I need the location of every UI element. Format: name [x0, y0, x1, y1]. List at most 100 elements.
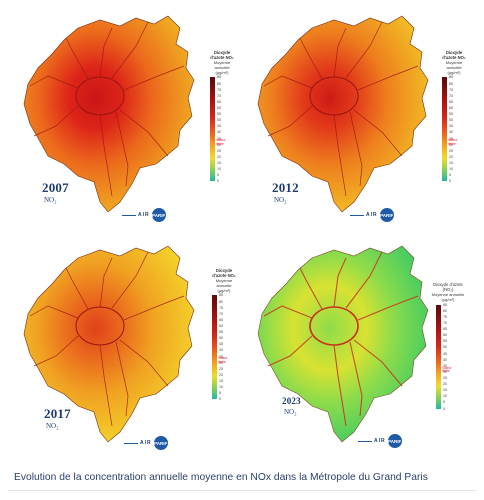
- legend-tick-label: 30: [219, 360, 223, 365]
- road-segment: [353, 109, 403, 157]
- map-2007: [23, 15, 195, 213]
- legend-tick-label: 35: [217, 136, 221, 141]
- legend-tick-label: 15: [219, 379, 223, 384]
- legend-tick-label: 55: [217, 112, 221, 117]
- legend-tick-label: 20: [449, 154, 453, 159]
- divider: [8, 490, 476, 491]
- legend-tick-label: 45: [449, 124, 453, 129]
- legend-tick-label: 20: [217, 154, 221, 159]
- legend-tick-label: 65: [219, 317, 223, 322]
- year-label: 2012: [272, 180, 299, 195]
- road-segment: [115, 341, 129, 417]
- legend-tick-label: 40: [219, 348, 223, 353]
- legend-tick-label: 10: [217, 167, 221, 172]
- map-panel-2012: 2012 NO₂ Dioxyde d'azote NO₂ Moyenne ann…: [242, 6, 476, 231]
- legend-color-bar: [212, 295, 217, 400]
- legend-tick-label: 70: [217, 93, 221, 98]
- legend-tick-label: 55: [449, 112, 453, 117]
- road-segment: [349, 341, 363, 417]
- legend: Dioxyde d'azote (NO₂) Moyenne annuelle (…: [428, 282, 468, 411]
- legend-tick-label: 35: [449, 136, 453, 141]
- map-2012: [257, 15, 429, 213]
- legend-title: Dioxyde d'azote (NO₂): [433, 282, 463, 292]
- limit-label: Valeur limite: [218, 356, 228, 365]
- road-segment: [263, 75, 313, 89]
- legend-tick-label: 45: [443, 351, 447, 356]
- legend-tick-label: 25: [219, 366, 223, 371]
- road-segment: [29, 75, 79, 89]
- legend-tick-label: 85: [219, 293, 223, 298]
- legend-color-bar: [436, 304, 441, 409]
- road-segment: [29, 305, 79, 319]
- legend-tick-label: 80: [443, 308, 447, 313]
- legend-tick-label: 0: [217, 179, 219, 184]
- road-segment: [99, 114, 113, 197]
- legend-title: Dioxyde d'azote NO₂: [212, 268, 236, 278]
- legend-tick-label: 30: [443, 369, 447, 374]
- year-label: 2023: [282, 396, 301, 406]
- legend-tick-label: 40: [449, 130, 453, 135]
- legend-subtitle: Moyenne annuelle (µg/m³): [213, 60, 231, 75]
- pollutant-label: NO₂: [46, 422, 59, 430]
- legend-tick-label: 0: [449, 179, 451, 184]
- legend-tick-label: 55: [443, 339, 447, 344]
- legend-subtitle: Moyenne annuelle (µg/m³): [215, 278, 233, 293]
- legend-ticks: 85 80 75 70 65 60 55 50 45 40 35 30 25 20 15 10 5 0: [443, 303, 463, 411]
- map-2023: [257, 245, 429, 443]
- limit-label: Valeur limite: [442, 365, 452, 374]
- road-segment: [119, 109, 169, 157]
- legend-tick-label: 25: [217, 148, 221, 153]
- legend-tick-label: 60: [449, 105, 453, 110]
- legend-tick-label: 5: [219, 391, 221, 396]
- legend-tick-label: 60: [217, 105, 221, 110]
- legend-tick-label: 25: [443, 376, 447, 380]
- legend-tick-label: 60: [443, 333, 447, 338]
- road-segment: [333, 114, 347, 197]
- legend-ticks: 85 80 75 70 65 60 55 50 45 40 35 30 25 20 15 10 5 0: [219, 293, 239, 401]
- legend-ticks: 85 80 75 70 65 60 55 50 45 40 35 30 25 20 15 10 5 0: [449, 75, 469, 183]
- road-segment: [333, 27, 347, 78]
- airparif-logo: AIR PARIF: [122, 208, 166, 222]
- road-segment: [119, 339, 169, 387]
- legend-tick-label: 40: [443, 357, 447, 362]
- legend-tick-label: 65: [449, 99, 453, 104]
- legend-tick-label: 35: [443, 363, 447, 368]
- legend-title: Dioxyde d'azote NO₂: [442, 50, 466, 60]
- legend-tick-label: 10: [219, 385, 223, 390]
- legend-tick-label: 85: [443, 302, 447, 307]
- legend-tick-label: 60: [219, 323, 223, 328]
- legend-tick-label: 75: [449, 87, 453, 92]
- road-segment: [345, 21, 383, 79]
- legend-tick-label: 80: [217, 81, 221, 86]
- legend-tick-label: 50: [449, 118, 453, 123]
- map-figure: 2007 NO₂ Dioxyde d'azote NO₂ Moyenne ann…: [8, 6, 476, 461]
- legend-tick-label: 85: [449, 75, 453, 80]
- map-2017: [23, 245, 195, 443]
- legend-tick-label: 5: [449, 173, 451, 178]
- road-segment: [357, 65, 419, 91]
- pollutant-label: NO₂: [44, 196, 57, 204]
- legend: Dioxyde d'azote NO₂ Moyenne annuelle (µg…: [206, 50, 238, 184]
- legend-tick-label: 0: [443, 406, 445, 411]
- road-segment: [333, 344, 347, 427]
- legend-tick-label: 15: [217, 161, 221, 166]
- road-segment: [111, 251, 149, 309]
- legend-tick-label: 50: [219, 336, 223, 341]
- legend-tick-label: 65: [217, 99, 221, 104]
- road-segment: [99, 27, 113, 78]
- airparif-logo: AIR PARIF: [358, 434, 402, 448]
- legend-tick-label: 50: [443, 345, 447, 350]
- legend-tick-label: 70: [449, 93, 453, 98]
- legend-tick-label: 75: [217, 87, 221, 92]
- legend-tick-label: 10: [443, 394, 447, 399]
- airparif-logo: AIR PARIF: [124, 436, 168, 450]
- road-segment: [345, 251, 383, 309]
- legend-tick-label: 75: [219, 305, 223, 310]
- road-segment: [333, 257, 347, 308]
- legend-title: Dioxyde d'azote NO₂: [210, 50, 234, 60]
- year-label: 2017: [44, 406, 71, 421]
- legend-tick-label: 5: [443, 400, 445, 405]
- legend-color-bar: [442, 77, 447, 182]
- legend-tick-label: 30: [217, 142, 221, 147]
- map-panel-2007: 2007 NO₂ Dioxyde d'azote NO₂ Moyenne ann…: [8, 6, 242, 231]
